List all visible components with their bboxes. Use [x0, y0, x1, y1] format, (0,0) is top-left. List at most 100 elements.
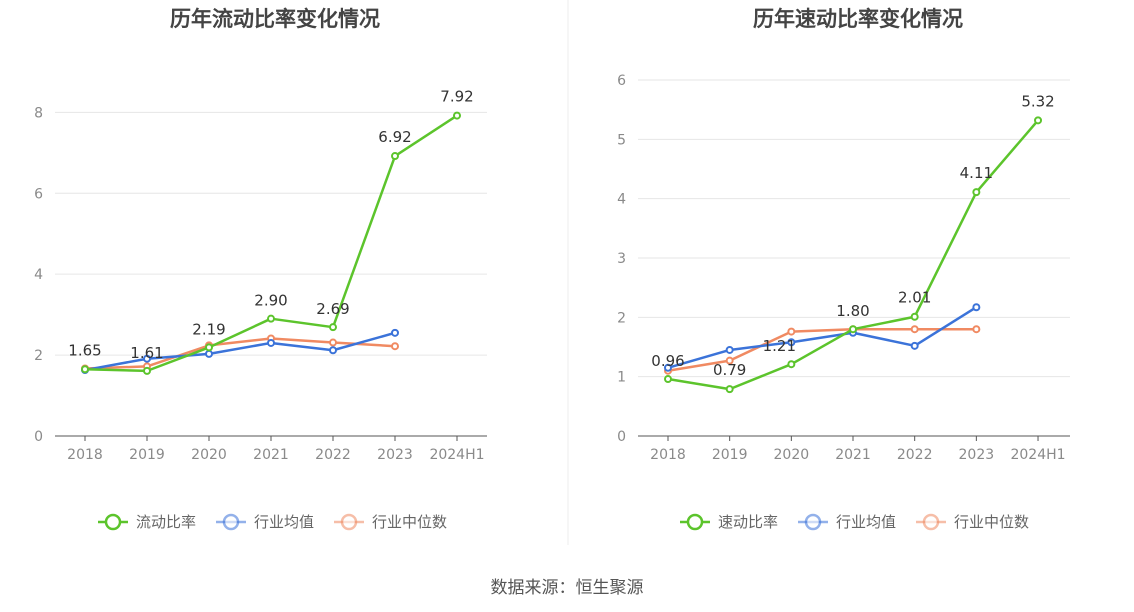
x-tick-label: 2022: [315, 447, 351, 463]
data-point: [787, 360, 796, 369]
y-tick-label: 4: [34, 267, 43, 283]
data-point: [972, 325, 981, 334]
data-point: [391, 328, 399, 337]
data-label: 0.79: [713, 361, 746, 379]
legend-item: 速动比率: [680, 513, 778, 531]
x-tick-label: 2023: [959, 447, 995, 463]
data-point: [910, 325, 919, 334]
chart-title: 历年速动比率变化情况: [753, 7, 963, 31]
data-label: 2.01: [898, 289, 931, 307]
data-label: 0.96: [651, 352, 684, 370]
data-label: 2.19: [192, 320, 225, 338]
data-point: [205, 349, 213, 358]
data-label: 4.11: [960, 164, 993, 182]
x-tick-label: 2023: [377, 447, 413, 463]
data-point: [391, 152, 399, 161]
legend-label: 速动比率: [718, 513, 778, 531]
data-label: 6.92: [378, 128, 411, 146]
data-point: [725, 356, 734, 365]
y-tick-label: 2: [34, 348, 43, 364]
data-point: [329, 346, 337, 355]
data-point: [267, 338, 275, 347]
data-point: [972, 303, 981, 312]
y-tick-label: 8: [34, 105, 43, 121]
legend-marker: [104, 513, 122, 531]
data-point: [143, 354, 151, 363]
data-point: [972, 188, 981, 197]
data-point: [81, 365, 89, 374]
y-tick-label: 2: [617, 310, 626, 326]
y-tick-label: 0: [617, 429, 626, 445]
data-label: 1.21: [763, 337, 796, 355]
legend-item: 行业中位数: [916, 513, 1029, 531]
legend-marker: [686, 513, 704, 531]
y-tick-label: 5: [617, 132, 626, 148]
legend-item: 行业中位数: [334, 513, 447, 531]
legend-item: 行业均值: [216, 513, 314, 531]
data-source: 数据来源：恒生聚源: [491, 578, 644, 598]
legend-label: 流动比率: [136, 513, 196, 531]
series-line: [667, 119, 1039, 391]
x-tick-label: 2018: [650, 447, 686, 463]
series-line: [84, 331, 396, 372]
y-tick-label: 0: [34, 429, 43, 445]
x-tick-label: 2021: [835, 447, 871, 463]
data-point: [664, 363, 672, 372]
x-tick-label: 2024H1: [1010, 447, 1065, 463]
data-point: [910, 341, 919, 350]
data-label: 1.65: [68, 341, 101, 359]
data-point: [391, 342, 399, 351]
legend-item: 流动比率: [98, 513, 196, 531]
data-label: 1.61: [130, 344, 163, 362]
data-point: [787, 327, 796, 336]
data-label: 2.69: [316, 300, 349, 318]
data-point: [910, 312, 919, 321]
x-tick-label: 2020: [774, 447, 810, 463]
data-point: [205, 343, 213, 352]
data-point: [725, 345, 734, 354]
chart-title: 历年流动比率变化情况: [170, 7, 380, 31]
x-tick-label: 2022: [897, 447, 933, 463]
x-tick-label: 2024H1: [429, 447, 484, 463]
series-line: [84, 337, 396, 370]
series-line: [667, 327, 977, 372]
x-tick-label: 2018: [67, 447, 103, 463]
data-label: 5.32: [1021, 92, 1054, 110]
y-tick-label: 1: [617, 370, 626, 386]
x-tick-label: 2019: [129, 447, 165, 463]
legend-label: 行业均值: [836, 513, 896, 531]
legend-marker: [922, 513, 940, 531]
y-tick-label: 6: [617, 73, 626, 89]
x-tick-label: 2019: [712, 447, 748, 463]
data-point: [1034, 116, 1043, 125]
y-tick-label: 4: [617, 192, 626, 208]
data-point: [329, 323, 337, 332]
data-label: 1.80: [836, 302, 869, 320]
series-line: [84, 114, 458, 373]
x-tick-label: 2021: [253, 447, 289, 463]
data-label: 2.90: [254, 292, 287, 310]
current-ratio-chart: 历年流动比率变化情况 0 2 4 6 8 2018 2019 2020 2021 2022 2023…: [34, 7, 487, 531]
legend-label: 行业中位数: [954, 513, 1029, 531]
legend-marker: [222, 513, 240, 531]
legend-label: 行业均值: [254, 513, 314, 531]
data-point: [267, 314, 275, 323]
legend-marker: [340, 513, 358, 531]
legend-label: 行业中位数: [372, 513, 447, 531]
legend-marker: [804, 513, 822, 531]
data-point: [143, 366, 151, 375]
data-point: [849, 325, 858, 334]
y-tick-label: 3: [617, 251, 626, 267]
quick-ratio-chart: 历年速动比率变化情况 0 1 2 3 4 5 6 2018 2019 2020 2021 2022 20…: [617, 7, 1070, 531]
data-point: [664, 375, 672, 384]
legend-item: 行业均值: [798, 513, 896, 531]
data-label: 7.92: [440, 88, 473, 106]
data-point: [329, 338, 337, 347]
y-tick-label: 6: [34, 186, 43, 202]
data-point: [725, 385, 734, 394]
data-point: [787, 338, 796, 347]
x-tick-label: 2020: [191, 447, 227, 463]
series-line: [667, 306, 978, 369]
data-point: [453, 111, 461, 120]
